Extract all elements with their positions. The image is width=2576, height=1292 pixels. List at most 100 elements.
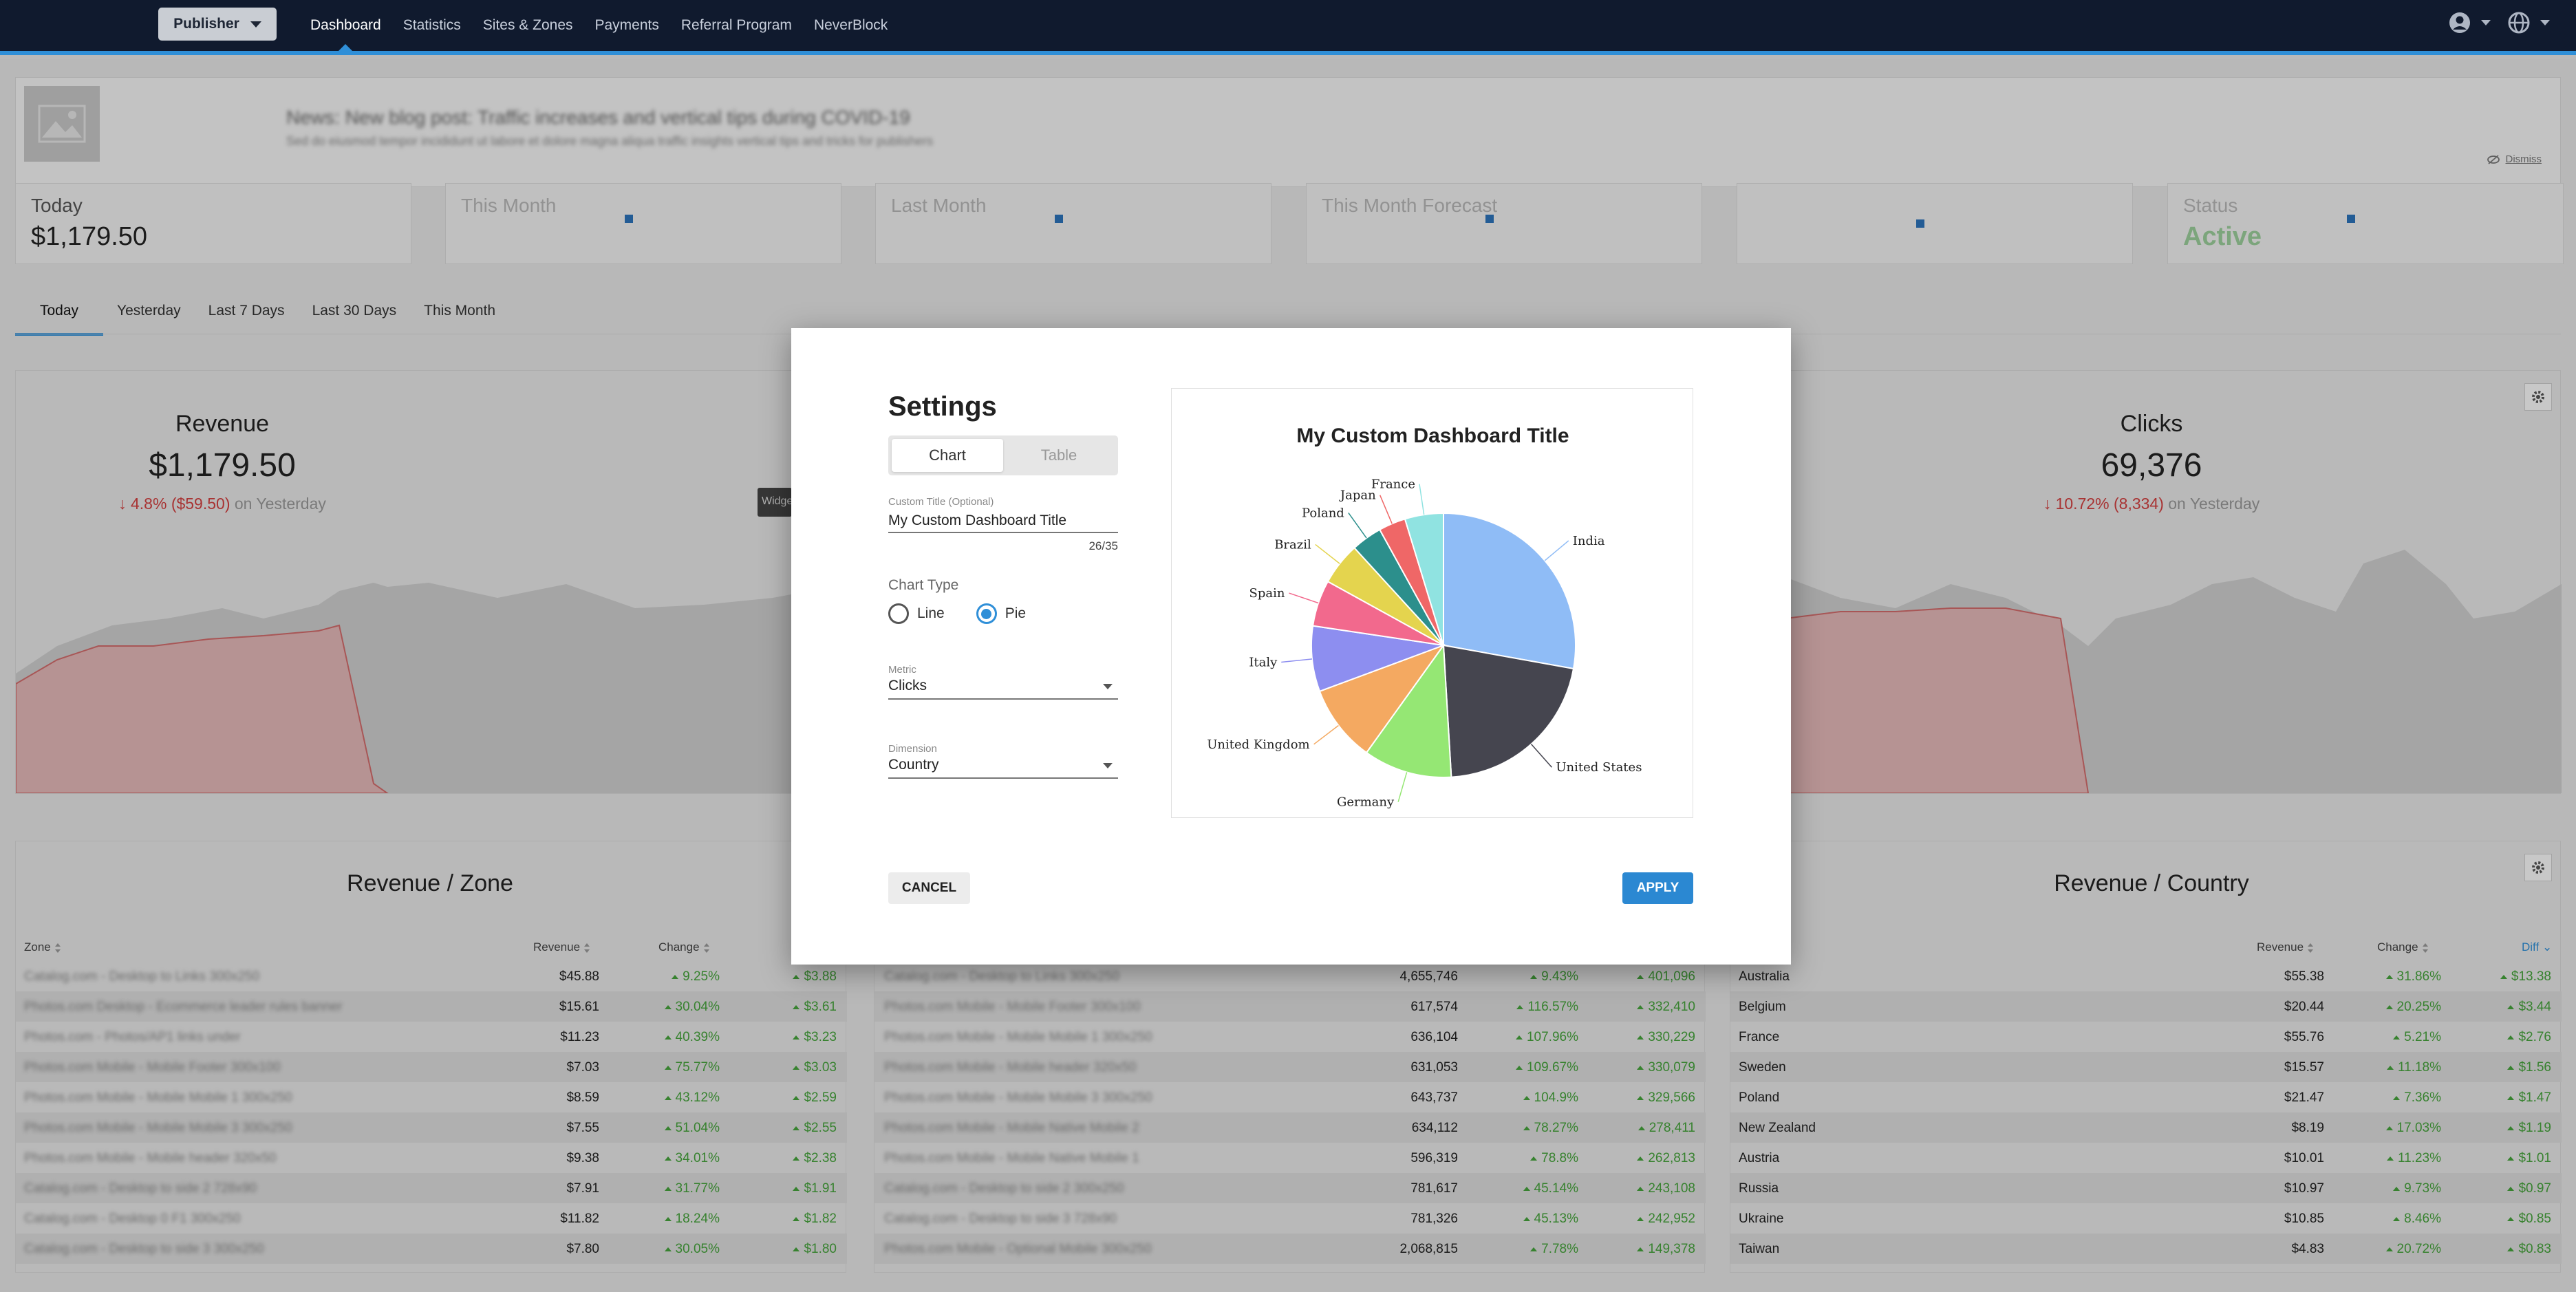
leader-line — [1419, 484, 1425, 515]
column-revenue[interactable]: Revenue — [2257, 940, 2314, 954]
news-title[interactable]: News: New blog post: Traffic increases a… — [286, 107, 910, 128]
publisher-label: Publisher — [173, 16, 239, 32]
table-row[interactable]: Catalog.com - Desktop to Links 300x250 4… — [884, 969, 1695, 984]
metric-title: Revenue — [175, 411, 270, 437]
column-change[interactable]: Change — [658, 940, 709, 954]
radio-line[interactable]: Line — [888, 603, 945, 624]
globe-icon[interactable] — [2507, 11, 2531, 34]
sort-icon — [703, 943, 709, 953]
dimension-label: Dimension — [888, 743, 937, 755]
dimension-select[interactable]: Country — [888, 754, 1118, 779]
loading-spinner-icon — [1055, 215, 1063, 223]
table-row[interactable]: Australia $55.38 31.86% $13.38 — [1739, 969, 2551, 984]
table-row[interactable]: Austria $10.01 11.23% $1.01 — [1739, 1151, 2551, 1165]
pie-slice[interactable] — [1404, 512, 1444, 646]
slice-label: Japan — [1339, 488, 1376, 503]
pie-slice[interactable] — [1443, 512, 1576, 670]
table-row[interactable]: Photos.com Mobile - Mobile Native Mobile… — [874, 1112, 1706, 1143]
sort-icon — [54, 943, 61, 953]
table-row[interactable]: Belgium $20.44 20.25% $3.44 — [1730, 991, 2562, 1022]
nav-dashboard[interactable]: Dashboard — [299, 0, 392, 51]
account-icon[interactable] — [2448, 11, 2471, 34]
table-row[interactable]: Photos.com Mobile - Mobile header 320x50… — [24, 1151, 837, 1165]
leader-line — [1315, 543, 1340, 564]
table-row[interactable]: Ukraine $10.85 8.46% $0.85 — [1739, 1212, 2551, 1226]
table-row[interactable]: Photos.com Mobile - Mobile Mobile 3 300x… — [16, 1112, 847, 1143]
table-row[interactable]: Photos.com Mobile - Mobile Native Mobile… — [884, 1151, 1695, 1165]
table-row[interactable]: Catalog.com - Desktop to side 3 300x250 … — [16, 1234, 847, 1264]
tab-table[interactable]: Table — [1040, 446, 1077, 464]
chart-title: My Custom Dashboard Title — [1296, 424, 1569, 447]
arrow-down-icon: ↓ — [118, 495, 131, 513]
table-row[interactable]: Taiwan $4.83 20.72% $0.83 — [1730, 1234, 2562, 1264]
table-title: Revenue / Zone — [347, 870, 513, 896]
column-diff[interactable]: Diff ⌄ — [2522, 940, 2553, 954]
loading-spinner-icon — [2347, 215, 2355, 223]
leader-line — [1289, 592, 1319, 604]
top-navbar: Publisher Dashboard Statistics Sites & Z… — [0, 0, 2576, 55]
table-row[interactable]: Sweden $15.57 11.18% $1.56 — [1730, 1052, 2562, 1082]
column-revenue[interactable]: Revenue — [533, 940, 590, 954]
tab-today[interactable]: Today — [15, 290, 104, 336]
table-row[interactable]: Photos.com Mobile - Mobile header 320x50… — [874, 1052, 1706, 1082]
custom-title-input[interactable] — [888, 510, 1118, 533]
nav-referral-program[interactable]: Referral Program — [680, 17, 792, 33]
apply-button[interactable]: APPLY — [1622, 872, 1693, 904]
metric-change: ↓ 10.72% (8,334) on Yesterday — [1945, 495, 2358, 513]
gear-icon[interactable] — [2524, 383, 2552, 411]
radio-button-checked[interactable] — [976, 603, 997, 624]
dismiss-link[interactable]: Dismiss — [2487, 153, 2542, 165]
chevron-down-icon[interactable] — [2540, 20, 2550, 25]
stat-card-empty — [1737, 183, 2133, 264]
table-row[interactable]: Photos.com Mobile - Mobile Mobile 3 300x… — [884, 1090, 1695, 1105]
table-row[interactable]: New Zealand $8.19 17.03% $1.19 — [1730, 1112, 2562, 1143]
pie-slice[interactable] — [1365, 643, 1452, 778]
slice-label: United Kingdom — [1207, 737, 1309, 752]
stat-card-last-month: Last Month — [875, 183, 1271, 264]
tab-chart[interactable]: Chart — [892, 439, 1003, 472]
table-row[interactable]: Photos.com Mobile - Mobile Footer 300x10… — [16, 1052, 847, 1082]
table-row[interactable]: Photos.com Desktop - Ecommerce leader ru… — [16, 991, 847, 1022]
tab-yesterday[interactable]: Yesterday — [117, 303, 181, 319]
slice-label: India — [1573, 534, 1605, 548]
column-change[interactable]: Change — [2377, 940, 2428, 954]
table-row[interactable]: Catalog.com - Desktop 0 F1 300x250 $11.8… — [24, 1212, 837, 1226]
tab-this-month[interactable]: This Month — [424, 303, 496, 319]
tab-last-7-days[interactable]: Last 7 Days — [208, 303, 285, 319]
pie-slice[interactable] — [1311, 625, 1444, 693]
clicks-area-chart — [1730, 550, 2562, 793]
table-row[interactable]: Photos.com Mobile - Mobile Mobile 1 300x… — [884, 1030, 1695, 1044]
table-row[interactable]: France $55.76 5.21% $2.76 — [1739, 1030, 2551, 1044]
metric-select[interactable]: Clicks — [888, 675, 1118, 700]
pie-slice[interactable] — [1442, 644, 1575, 778]
tab-last-30-days[interactable]: Last 30 Days — [312, 303, 397, 319]
nav-neverblock[interactable]: NeverBlock — [813, 17, 888, 33]
slice-label: Spain — [1249, 586, 1285, 601]
cancel-button[interactable]: CANCEL — [888, 872, 970, 904]
table-row[interactable]: Poland $21.47 7.36% $1.47 — [1739, 1090, 2551, 1105]
column-zone[interactable]: Zone — [24, 940, 61, 954]
table-row[interactable]: Photos.com - Photos/AP1 links under $11.… — [24, 1030, 837, 1044]
table-row[interactable]: Catalog.com - Desktop to side 2 728x90 $… — [16, 1173, 847, 1203]
clicks-zone-widget: Catalog.com - Desktop to Links 300x250 4… — [874, 960, 1706, 1273]
news-subtitle: Sed do eiusmod tempor incididunt ut labo… — [286, 134, 934, 148]
radio-pie[interactable]: Pie — [976, 603, 1026, 624]
table-row[interactable]: Photos.com Mobile - Mobile Mobile 1 300x… — [24, 1090, 837, 1105]
publisher-dropdown[interactable]: Publisher — [158, 8, 277, 41]
table-row[interactable]: Catalog.com - Desktop to Links 300x250 $… — [24, 969, 837, 984]
gear-icon[interactable] — [2524, 854, 2552, 881]
sort-icon — [2422, 943, 2428, 953]
radio-button[interactable] — [888, 603, 909, 624]
chevron-down-icon: ⌄ — [2542, 940, 2553, 954]
table-row[interactable]: Photos.com Mobile - Mobile Footer 300x10… — [874, 991, 1706, 1022]
chevron-down-icon[interactable] — [2481, 20, 2491, 25]
nav-sites-zones[interactable]: Sites & Zones — [482, 17, 573, 33]
table-row[interactable]: Catalog.com - Desktop to side 3 728x90 7… — [884, 1212, 1695, 1226]
nav-statistics[interactable]: Statistics — [402, 17, 461, 33]
leader-line — [1348, 513, 1367, 539]
nav-right-controls — [2448, 11, 2557, 34]
table-row[interactable]: Photos.com Mobile - Optional Mobile 300x… — [874, 1234, 1706, 1264]
table-row[interactable]: Russia $10.97 9.73% $0.97 — [1730, 1173, 2562, 1203]
table-row[interactable]: Catalog.com - Desktop to side 2 300x250 … — [874, 1173, 1706, 1203]
nav-payments[interactable]: Payments — [594, 17, 659, 33]
